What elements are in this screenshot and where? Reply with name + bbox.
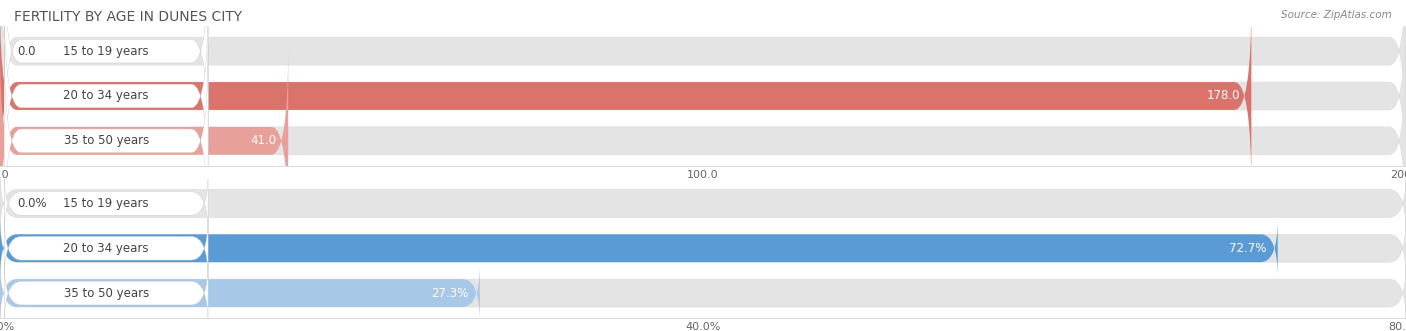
Text: 20 to 34 years: 20 to 34 years bbox=[63, 242, 149, 255]
FancyBboxPatch shape bbox=[0, 219, 1406, 277]
Text: Source: ZipAtlas.com: Source: ZipAtlas.com bbox=[1281, 10, 1392, 20]
Text: 178.0: 178.0 bbox=[1206, 89, 1240, 103]
FancyBboxPatch shape bbox=[4, 0, 208, 192]
Text: 27.3%: 27.3% bbox=[432, 287, 468, 300]
FancyBboxPatch shape bbox=[0, 47, 1406, 235]
FancyBboxPatch shape bbox=[4, 217, 208, 279]
Text: 15 to 19 years: 15 to 19 years bbox=[63, 197, 149, 210]
FancyBboxPatch shape bbox=[4, 45, 208, 237]
Text: 72.7%: 72.7% bbox=[1229, 242, 1267, 255]
FancyBboxPatch shape bbox=[0, 174, 1406, 233]
FancyBboxPatch shape bbox=[4, 0, 208, 147]
FancyBboxPatch shape bbox=[4, 262, 208, 324]
Text: 0.0: 0.0 bbox=[17, 45, 35, 58]
FancyBboxPatch shape bbox=[4, 172, 208, 235]
FancyBboxPatch shape bbox=[0, 47, 288, 235]
Text: FERTILITY BY AGE IN DUNES CITY: FERTILITY BY AGE IN DUNES CITY bbox=[14, 10, 242, 24]
FancyBboxPatch shape bbox=[0, 2, 1406, 190]
Text: 35 to 50 years: 35 to 50 years bbox=[63, 134, 149, 147]
Text: 15 to 19 years: 15 to 19 years bbox=[63, 45, 149, 58]
FancyBboxPatch shape bbox=[0, 264, 479, 322]
Text: 41.0: 41.0 bbox=[250, 134, 277, 147]
FancyBboxPatch shape bbox=[0, 2, 1251, 190]
FancyBboxPatch shape bbox=[0, 219, 1278, 277]
FancyBboxPatch shape bbox=[0, 0, 1406, 145]
FancyBboxPatch shape bbox=[0, 264, 1406, 322]
Text: 20 to 34 years: 20 to 34 years bbox=[63, 89, 149, 103]
Text: 35 to 50 years: 35 to 50 years bbox=[63, 287, 149, 300]
Text: 0.0%: 0.0% bbox=[17, 197, 46, 210]
